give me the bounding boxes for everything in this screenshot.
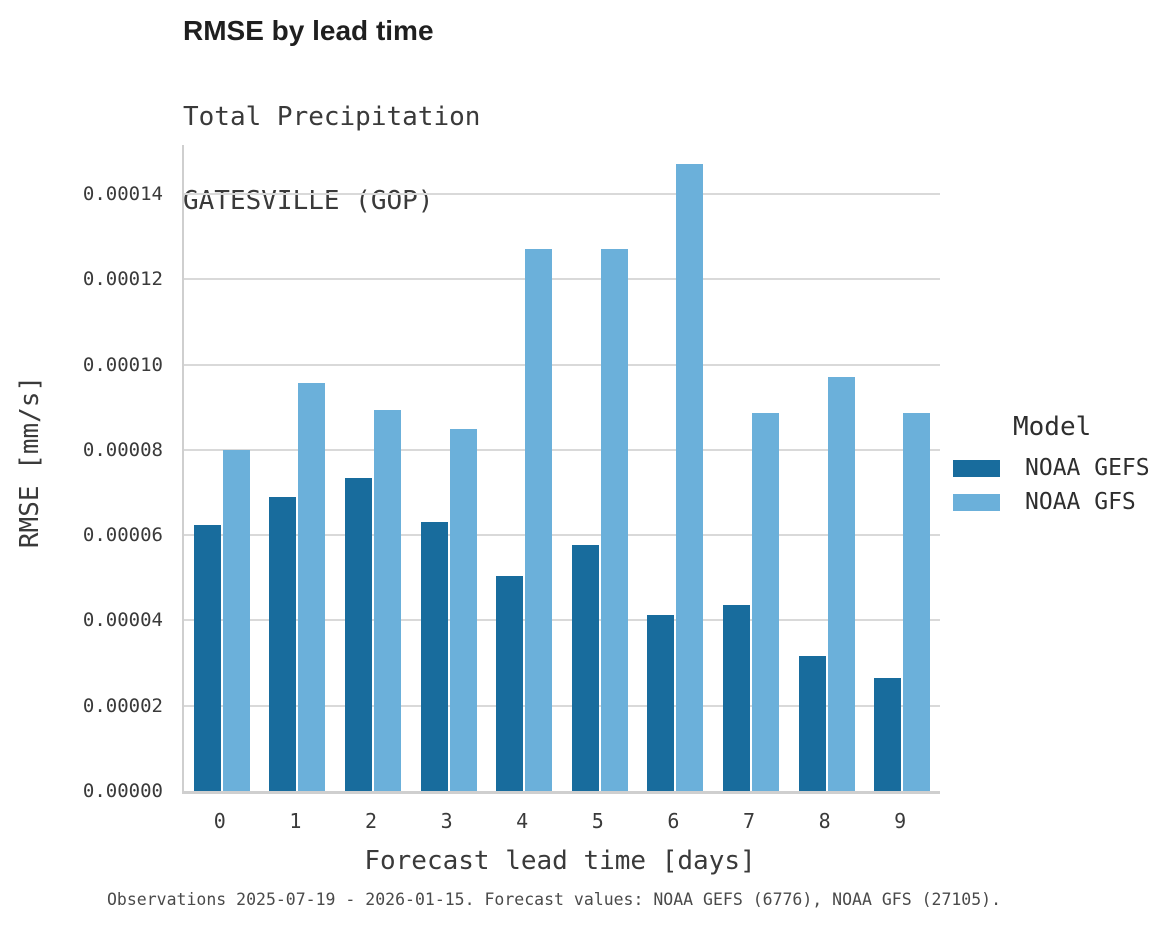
bar-noaa-gfs-lead-9 bbox=[903, 413, 931, 791]
bar-group-2 bbox=[335, 145, 411, 791]
x-tick-label: 8 bbox=[818, 809, 831, 833]
bar-noaa-gfs-lead-6 bbox=[676, 164, 704, 791]
bar-noaa-gfs-lead-1 bbox=[298, 382, 326, 791]
bar-group-9 bbox=[864, 145, 940, 791]
y-tick-label: 0.00000 bbox=[82, 780, 163, 802]
bar-group-0 bbox=[184, 145, 260, 791]
gridline bbox=[184, 278, 940, 281]
y-tick-label: 0.00012 bbox=[82, 268, 163, 291]
bar-noaa-gefs-lead-1 bbox=[269, 496, 297, 791]
subtitle-variable: Total Precipitation bbox=[183, 102, 481, 132]
chart-title: RMSE by lead time bbox=[183, 15, 434, 46]
legend-swatch bbox=[953, 493, 1000, 511]
bars-container bbox=[184, 145, 940, 791]
legend-item-noaa-gfs: NOAA GFS bbox=[953, 489, 1136, 515]
bar-noaa-gfs-lead-3 bbox=[449, 428, 477, 791]
bar-noaa-gefs-lead-3 bbox=[420, 522, 448, 791]
x-tick-label: 2 bbox=[364, 809, 378, 833]
bar-noaa-gefs-lead-9 bbox=[874, 678, 902, 791]
bar-noaa-gefs-lead-6 bbox=[647, 615, 675, 791]
y-axis-label: RMSE [mm/s] bbox=[15, 375, 45, 549]
bar-noaa-gefs-lead-8 bbox=[798, 656, 826, 791]
caption-text: Observations 2025-07-19 - 2026-01-15. Fo… bbox=[107, 890, 1002, 909]
bar-noaa-gfs-lead-0 bbox=[222, 450, 250, 791]
bar-noaa-gfs-lead-5 bbox=[600, 249, 628, 791]
gridline bbox=[184, 363, 940, 366]
bar-group-6 bbox=[638, 145, 714, 791]
bar-group-3 bbox=[411, 145, 487, 791]
legend-label: NOAA GEFS bbox=[1025, 455, 1150, 481]
gridline bbox=[184, 534, 940, 537]
bar-noaa-gefs-lead-4 bbox=[496, 575, 524, 791]
plot-area bbox=[182, 145, 940, 794]
chart-subtitle: Total Precipitation GATESVILLE (GOP) bbox=[183, 47, 480, 271]
x-tick-label: 4 bbox=[516, 809, 529, 833]
legend-title: Model bbox=[1013, 412, 1092, 442]
bar-noaa-gfs-lead-7 bbox=[751, 413, 779, 791]
x-tick-label: 6 bbox=[667, 809, 680, 833]
bar-group-8 bbox=[789, 145, 865, 791]
bar-noaa-gefs-lead-5 bbox=[571, 544, 599, 791]
x-axis-label: Forecast lead time [days] bbox=[364, 846, 756, 876]
bar-noaa-gfs-lead-4 bbox=[525, 249, 553, 791]
bar-group-7 bbox=[713, 145, 789, 791]
subtitle-station: GATESVILLE (GOP) bbox=[183, 186, 434, 216]
gridline bbox=[184, 448, 940, 451]
gridline bbox=[184, 704, 940, 707]
y-tick-label: 0.00014 bbox=[82, 183, 163, 206]
y-tick-label: 0.00010 bbox=[82, 353, 163, 376]
bar-noaa-gfs-lead-2 bbox=[373, 409, 401, 791]
bar-noaa-gfs-lead-8 bbox=[827, 376, 855, 791]
bar-noaa-gefs-lead-7 bbox=[722, 604, 750, 791]
y-tick-label: 0.00004 bbox=[82, 609, 163, 632]
legend: Model NOAA GEFS NOAA GFS bbox=[953, 412, 1173, 515]
x-tick-label: 0 bbox=[213, 809, 226, 833]
legend-item-noaa-gefs: NOAA GEFS bbox=[953, 455, 1150, 481]
y-tick-label: 0.00006 bbox=[82, 524, 163, 547]
legend-swatch bbox=[953, 459, 1000, 477]
bar-group-5 bbox=[562, 145, 638, 791]
x-tick-label: 7 bbox=[742, 809, 756, 833]
gridline bbox=[184, 193, 940, 196]
legend-label: NOAA GFS bbox=[1025, 489, 1136, 515]
bar-group-4 bbox=[486, 145, 562, 791]
y-tick-label: 0.00002 bbox=[82, 694, 163, 717]
x-tick-label: 3 bbox=[440, 809, 453, 833]
gridline bbox=[184, 619, 940, 622]
bar-noaa-gefs-lead-0 bbox=[193, 524, 221, 791]
y-tick-label: 0.00008 bbox=[82, 438, 163, 461]
bar-noaa-gefs-lead-2 bbox=[344, 477, 372, 791]
x-tick-label: 9 bbox=[894, 809, 907, 833]
bar-group-1 bbox=[260, 145, 336, 791]
x-tick-label: 5 bbox=[591, 809, 604, 833]
x-tick-label: 1 bbox=[289, 809, 302, 833]
